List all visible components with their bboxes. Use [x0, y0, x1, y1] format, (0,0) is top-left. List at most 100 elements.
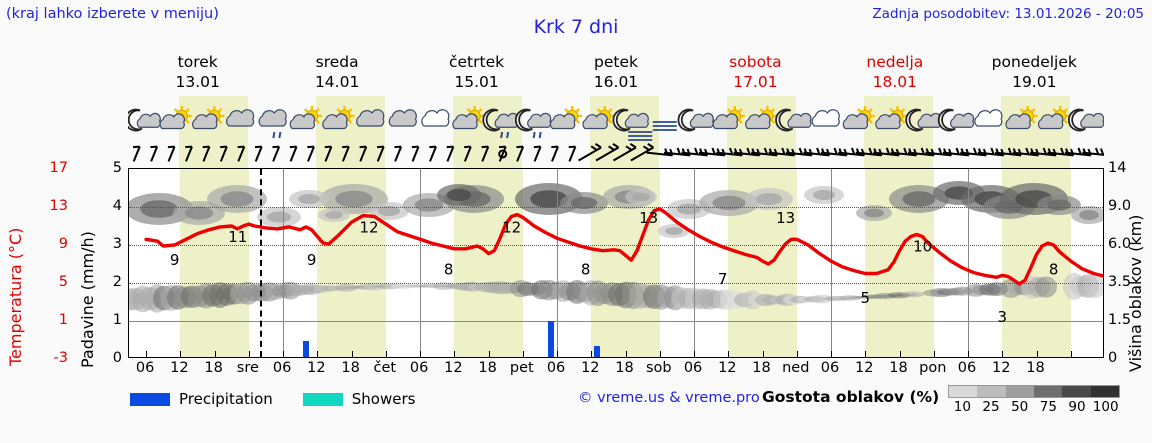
- wind-barb: [376, 145, 385, 162]
- day-header-3: četrtek 15.01: [407, 52, 546, 92]
- cloud-density-step: [1033, 386, 1063, 397]
- sun-ray: [900, 119, 906, 124]
- sun-ray: [1063, 108, 1069, 113]
- sun-ray: [1030, 108, 1036, 113]
- weather-icons-layer: [128, 106, 1104, 162]
- cloud-icon: [388, 109, 417, 127]
- temperature-tick: 1: [58, 312, 68, 328]
- barb-shaft: [925, 151, 952, 157]
- chart-legend: Precipitation Showers: [130, 388, 437, 410]
- barb-shaft: [411, 146, 420, 162]
- drizzle-drop: [272, 131, 276, 139]
- barb-shaft: [873, 151, 900, 157]
- barb-feather: [1060, 147, 1065, 155]
- cloud-density-step-label: 25: [982, 399, 1000, 415]
- sun-ray: [477, 108, 483, 113]
- barb-feather: [625, 145, 633, 151]
- cloud-blob: [414, 198, 444, 212]
- horizontal-gridline: [129, 283, 1103, 284]
- wind-barb: [595, 142, 620, 162]
- wind-barb: [463, 145, 472, 162]
- temperature-value-label: 7: [718, 270, 728, 288]
- day-date: 14.01: [314, 73, 360, 91]
- cloud-icon: [322, 113, 348, 130]
- barb-feather: [763, 147, 769, 155]
- day-header-2: sreda 14.01: [267, 52, 406, 92]
- barb-shaft: [663, 151, 691, 157]
- weather-icon-cloud: [356, 109, 385, 127]
- wind-barb: [551, 145, 559, 162]
- cloud-blob: [530, 190, 568, 208]
- day-separator: [557, 169, 559, 357]
- barb-shaft: [254, 146, 263, 162]
- barb-shaft: [150, 146, 159, 162]
- day-separator: [283, 169, 285, 357]
- cloud-density-gradient-bar: [948, 385, 1120, 398]
- legend-showers: Showers: [302, 390, 415, 408]
- day-date: 19.01: [1012, 73, 1057, 91]
- barb-feather: [342, 145, 349, 149]
- barb-shaft: [463, 146, 472, 162]
- cloud-icon: [159, 113, 185, 130]
- day-name: ponedeljek: [991, 53, 1077, 71]
- temperature-value-label: 11: [228, 228, 247, 246]
- location-menu-note[interactable]: (kraj lahko izberete v meniju): [6, 6, 219, 22]
- time-tick-label: 18: [752, 360, 771, 376]
- moon-icon: [775, 108, 794, 132]
- barb-feather: [237, 145, 245, 149]
- current-time-line: [260, 169, 263, 357]
- moon-icon: [128, 108, 143, 132]
- cloudheight-tick: 9.0: [1108, 198, 1132, 214]
- hour-tick: [625, 351, 627, 357]
- hour-tick: [454, 351, 456, 357]
- hour-tick: [351, 351, 353, 357]
- drizzle-drop: [506, 131, 510, 139]
- weather-icon-sun-cloud: [192, 106, 225, 130]
- cloud-icon: [875, 113, 901, 130]
- weather-icon-moon-cloud: [905, 108, 942, 132]
- showers-swatch: [302, 392, 343, 406]
- barb-feather: [551, 145, 559, 149]
- time-tick-label: 12: [855, 360, 874, 376]
- barb-shaft: [132, 146, 141, 162]
- weather-icon-moon-fog: [612, 108, 653, 141]
- cloud-density-step: [949, 386, 978, 397]
- hour-tick: [694, 351, 696, 357]
- weather-icon-moon-cloud-drizzle: [482, 108, 519, 139]
- wind-barb: [307, 145, 315, 162]
- weather-icon-sun-cloud: [159, 106, 192, 130]
- weather-icon-sun-cloud: [452, 106, 485, 130]
- barb-feather: [359, 145, 367, 149]
- barb-feather: [955, 147, 960, 155]
- hour-tick: [146, 351, 148, 357]
- barb-feather: [272, 145, 280, 149]
- cloud-icon: [689, 112, 714, 128]
- time-tick-label: 06: [957, 360, 977, 376]
- sun-ray: [217, 119, 223, 124]
- cloud-density-step: [1062, 386, 1091, 397]
- barb-shaft: [237, 146, 246, 162]
- barb-feather: [612, 142, 620, 149]
- barb-shaft: [429, 146, 437, 162]
- copyright-link[interactable]: © vreme.us & vreme.pro: [578, 390, 760, 406]
- drizzle-drop: [500, 131, 504, 139]
- barb-shaft: [942, 151, 969, 157]
- barb-shaft: [446, 146, 455, 162]
- sun-ray: [1030, 119, 1036, 124]
- cloud-blob: [298, 194, 320, 204]
- wind-barb: [481, 145, 490, 162]
- barb-shaft: [185, 146, 193, 162]
- barb-feather: [728, 147, 734, 155]
- time-tick-label: 06: [272, 360, 292, 376]
- wind-barb: [289, 145, 298, 162]
- barb-feather: [903, 147, 908, 155]
- temperature-tick: 9: [58, 236, 68, 252]
- weather-icon-cloud: [226, 109, 255, 127]
- time-tick-label: 12: [444, 360, 463, 376]
- hour-tick: [1002, 351, 1004, 357]
- time-tick-label: 12: [307, 360, 326, 376]
- hour-tick: [214, 351, 216, 357]
- barb-feather: [1025, 147, 1030, 155]
- temperature-value-label: 8: [581, 261, 591, 279]
- cloud-blob: [446, 188, 472, 202]
